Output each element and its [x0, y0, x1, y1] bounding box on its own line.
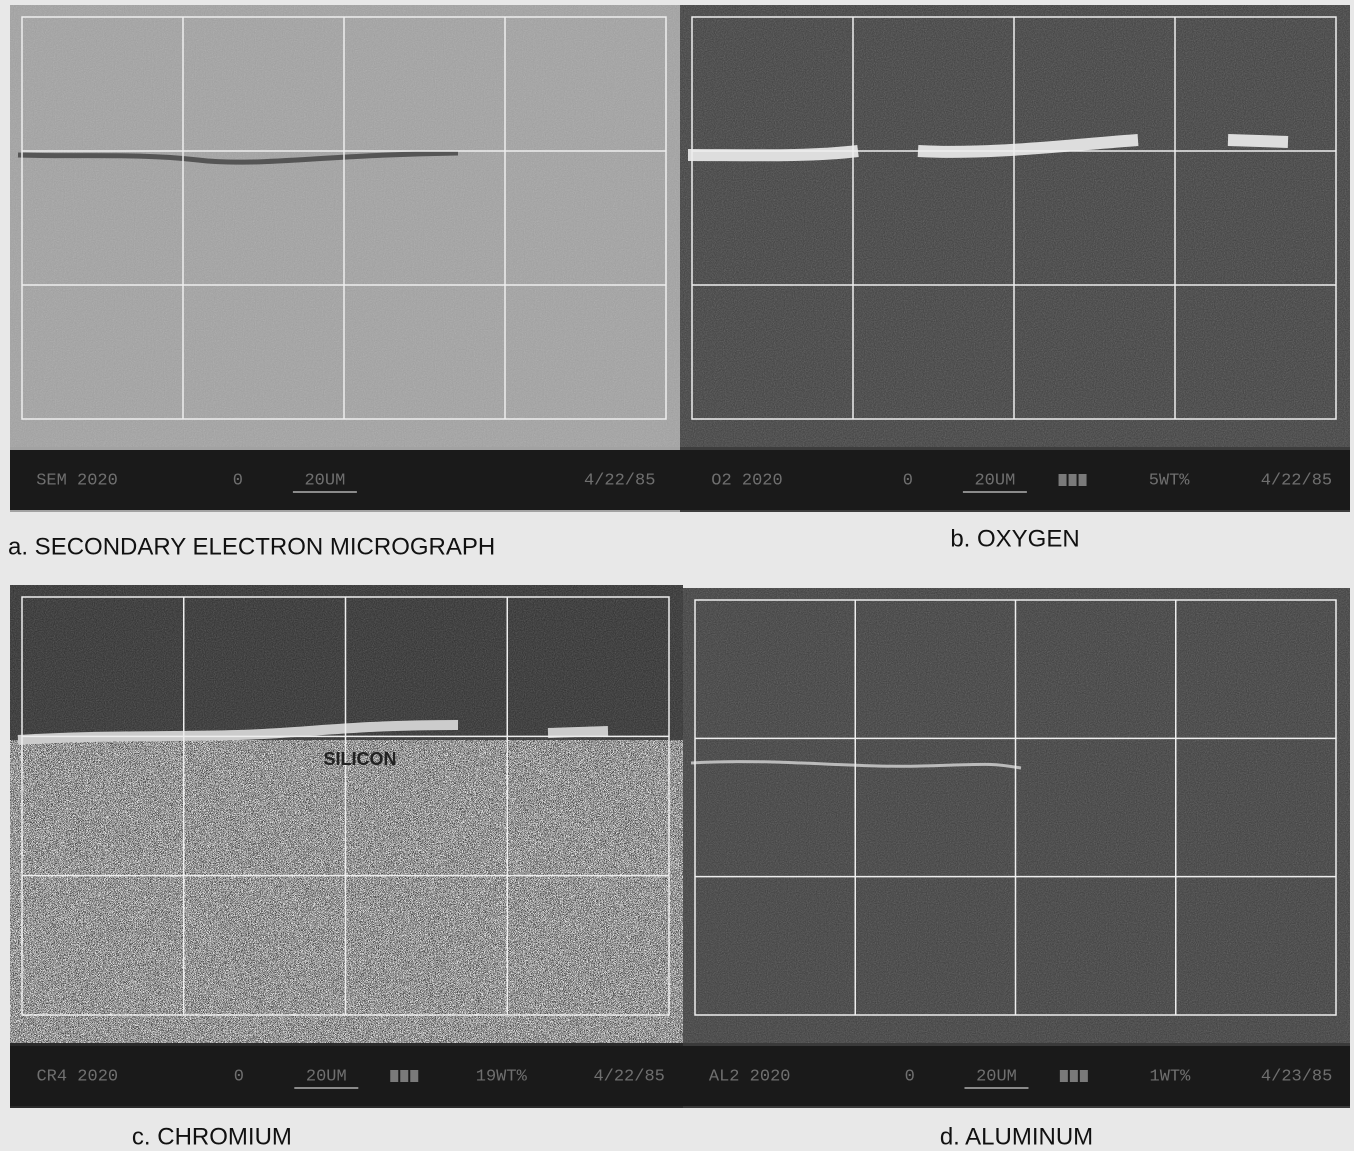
intensity-icon [1080, 1070, 1088, 1082]
info-bar-text: CR4 2020 [36, 1067, 118, 1086]
info-bar-text: 0 [234, 1067, 244, 1086]
info-bar-text: 20UM [976, 1067, 1017, 1086]
intensity-icon [410, 1070, 418, 1082]
texture [683, 588, 1350, 1043]
info-bar-text: 0 [233, 471, 243, 490]
info-bar-text: 5WT% [1149, 471, 1191, 490]
micrograph-panel: CR4 2020 0 20UM 19WT% 4/22/85 SILICON [10, 585, 683, 1108]
texture [680, 5, 1350, 447]
micrograph-panel: O2 2020 0 20UM 5WT% 4/22/85 [680, 5, 1350, 512]
micrograph-panel: AL2 2020 0 20UM 1WT% 4/23/85 [683, 588, 1350, 1108]
info-bar-text: 4/22/85 [584, 471, 655, 490]
texture [10, 5, 680, 447]
intensity-icon [400, 1070, 408, 1082]
info-bar-text: 0 [903, 471, 913, 490]
info-bar-text: 20UM [306, 1067, 347, 1086]
caption: b. OXYGEN [950, 525, 1079, 552]
annotation: SILICON [323, 749, 396, 769]
info-bar-text: 4/22/85 [593, 1067, 664, 1086]
info-bar-text: 20UM [304, 471, 345, 490]
info-bar-text: AL2 2020 [709, 1067, 791, 1086]
info-bar-text: O2 2020 [711, 471, 782, 490]
info-bar-text: 1WT% [1150, 1067, 1192, 1086]
intensity-icon [1069, 474, 1077, 486]
silicon-region [10, 740, 683, 1043]
info-bar-text: 20UM [974, 471, 1015, 490]
intensity-icon [1059, 474, 1067, 486]
intensity-icon [1070, 1070, 1078, 1082]
intensity-icon [1079, 474, 1087, 486]
info-bar-text: 4/23/85 [1261, 1067, 1332, 1086]
info-bar-text: 19WT% [476, 1067, 528, 1086]
info-bar-text: 4/22/85 [1261, 471, 1332, 490]
info-bar-text: 0 [905, 1067, 915, 1086]
micrograph-panel: SEM 2020 0 20UM 4/22/85 [10, 5, 680, 512]
figure: SEM 2020 0 20UM 4/22/85 a. SECONDARY ELECTRO… [0, 0, 1354, 1151]
intensity-icon [1060, 1070, 1068, 1082]
caption: d. ALUMINUM [940, 1123, 1093, 1150]
intensity-icon [390, 1070, 398, 1082]
caption: c. CHROMIUM [132, 1123, 292, 1150]
info-bar-text: SEM 2020 [36, 471, 118, 490]
caption: a. SECONDARY ELECTRON MICROGRAPH [8, 533, 495, 560]
